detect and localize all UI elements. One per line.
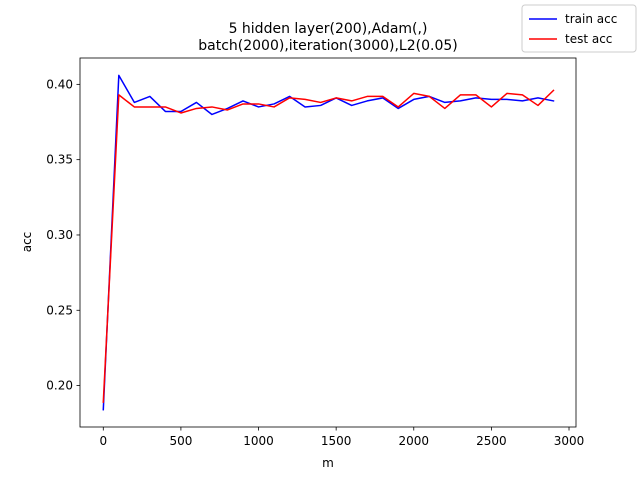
y-tick-label: 0.35 — [46, 153, 73, 167]
legend: train acc test acc — [521, 4, 637, 53]
y-tick-label: 0.30 — [46, 228, 73, 242]
x-tick-label: 1000 — [243, 434, 274, 448]
y-axis-label: acc — [20, 232, 34, 253]
x-tick-label: 0 — [99, 434, 107, 448]
y-tick-label: 0.25 — [46, 303, 73, 317]
legend-label-train-acc: train acc — [565, 12, 617, 26]
x-tick-label: 2000 — [398, 434, 429, 448]
chart-title-line2: batch(2000),iteration(3000),L2(0.05) — [198, 38, 457, 54]
x-tick-label: 1500 — [321, 434, 352, 448]
y-tick-label: 0.20 — [46, 379, 73, 393]
legend-box — [521, 4, 637, 53]
plot-area: 0 500 1000 1500 2000 2500 3000 0.20 0.25 0.30 0.35… — [46, 57, 585, 448]
x-tick-label: 500 — [169, 434, 192, 448]
chart-title-line1: 5 hidden layer(200),Adam(,) — [229, 21, 428, 37]
axes-frame — [79, 57, 577, 428]
x-axis-label: m — [322, 456, 334, 470]
series-line-test-acc — [102, 89, 555, 403]
y-tick-label: 0.40 — [46, 77, 73, 91]
x-tick-label: 2500 — [476, 434, 507, 448]
x-tick-label: 3000 — [554, 434, 585, 448]
legend-label-test-acc: test acc — [565, 32, 612, 46]
